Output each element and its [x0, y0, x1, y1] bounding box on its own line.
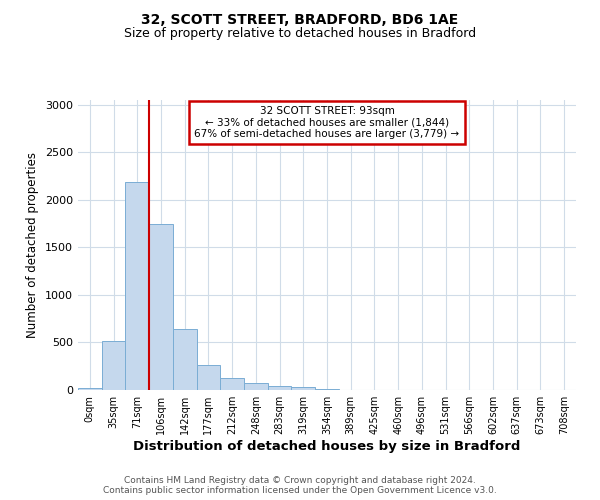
Bar	[173, 329, 197, 390]
Text: Contains HM Land Registry data © Crown copyright and database right 2024.
Contai: Contains HM Land Registry data © Crown c…	[103, 476, 497, 495]
Bar	[315, 388, 339, 390]
Bar	[244, 383, 268, 390]
Bar	[197, 365, 220, 390]
Bar	[292, 387, 315, 390]
Text: Size of property relative to detached houses in Bradford: Size of property relative to detached ho…	[124, 28, 476, 40]
Text: 32, SCOTT STREET, BRADFORD, BD6 1AE: 32, SCOTT STREET, BRADFORD, BD6 1AE	[142, 12, 458, 26]
Bar	[102, 340, 125, 390]
Bar	[149, 224, 173, 390]
Bar	[78, 388, 102, 390]
Bar	[220, 378, 244, 390]
Bar	[268, 386, 292, 390]
X-axis label: Distribution of detached houses by size in Bradford: Distribution of detached houses by size …	[133, 440, 521, 453]
Text: 32 SCOTT STREET: 93sqm
← 33% of detached houses are smaller (1,844)
67% of semi-: 32 SCOTT STREET: 93sqm ← 33% of detached…	[194, 106, 460, 139]
Bar	[125, 182, 149, 390]
Y-axis label: Number of detached properties: Number of detached properties	[26, 152, 40, 338]
